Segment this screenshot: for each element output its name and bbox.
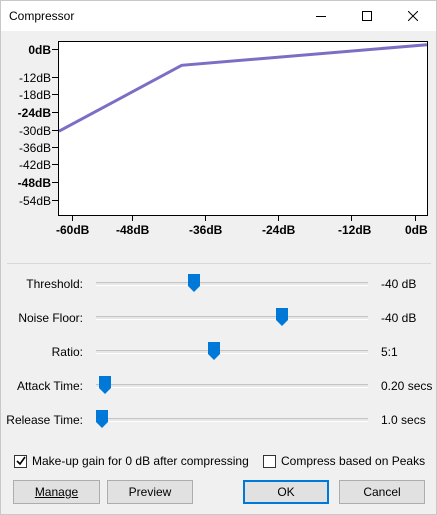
y-tick-label: 0dB (28, 43, 51, 57)
x-tick-label: -36dB (189, 223, 223, 237)
x-tick-mark (205, 216, 206, 221)
makeup-gain-checkbox[interactable] (14, 454, 27, 468)
y-tick-mark (52, 112, 58, 113)
threshold-label: Threshold: (26, 277, 83, 291)
x-tick-label: -48dB (116, 223, 150, 237)
y-tick-label: -24dB (17, 106, 51, 120)
release-time-label: Release Time: (6, 413, 83, 427)
preview-button-label: Preview (128, 485, 172, 499)
y-tick-mark (52, 94, 58, 95)
cancel-button-label: Cancel (363, 485, 401, 499)
x-tick-label: 0dB (405, 223, 428, 237)
threshold-value: -40 dB (381, 277, 417, 291)
attack-time-label: Attack Time: (16, 379, 83, 393)
plot-area (58, 41, 428, 216)
compression-curve-svg (58, 43, 428, 133)
close-button[interactable] (390, 1, 436, 31)
manage-button[interactable]: Manage (13, 480, 100, 504)
y-tick-mark (52, 130, 58, 131)
noise-floor-value: -40 dB (381, 311, 417, 325)
ok-button[interactable]: OK (243, 480, 329, 504)
maximize-icon (362, 11, 372, 21)
preview-button[interactable]: Preview (107, 480, 193, 504)
x-tick-mark (278, 216, 279, 221)
x-tick-label: -60dB (56, 223, 90, 237)
threshold-slider-thumb[interactable] (188, 274, 201, 292)
makeup-gain-label: Make-up gain for 0 dB after compressing (32, 454, 249, 468)
y-tick-label: -30dB (18, 124, 51, 138)
close-icon (408, 11, 418, 21)
compress-peaks-option[interactable]: Compress based on Peaks (263, 453, 425, 469)
y-tick-mark (52, 182, 58, 183)
release-time-value: 1.0 secs (381, 413, 426, 427)
y-tick-label: -18dB (18, 88, 51, 102)
y-tick-mark (52, 200, 58, 201)
y-tick-label: -42dB (18, 158, 51, 172)
x-tick-label: -12dB (338, 223, 372, 237)
x-tick-mark (72, 216, 73, 221)
maximize-button[interactable] (344, 1, 390, 31)
attack-time-slider[interactable] (96, 384, 368, 388)
minimize-button[interactable] (298, 1, 344, 31)
minimize-icon (316, 16, 326, 17)
title-bar: Compressor (1, 1, 436, 31)
release-time-slider-thumb[interactable] (96, 410, 108, 428)
cancel-button[interactable]: Cancel (339, 480, 425, 504)
x-tick-mark (132, 216, 133, 221)
noise-floor-label: Noise Floor: (18, 311, 83, 325)
noise-floor-slider[interactable] (96, 316, 368, 320)
controls-panel (7, 263, 431, 443)
ratio-value: 5:1 (381, 345, 398, 359)
ratio-slider[interactable] (96, 350, 368, 354)
window-title: Compressor (9, 9, 75, 23)
attack-time-slider-thumb[interactable] (98, 376, 111, 394)
y-tick-mark (52, 49, 58, 50)
y-tick-mark (52, 164, 58, 165)
y-tick-label: -12dB (18, 71, 51, 85)
y-tick-mark (52, 77, 58, 78)
y-tick-label: -36dB (18, 141, 51, 155)
y-tick-mark (52, 147, 58, 148)
attack-time-value: 0.20 secs (381, 379, 433, 393)
noise-floor-slider-thumb[interactable] (275, 308, 288, 326)
y-tick-label: -54dB (18, 194, 51, 208)
makeup-gain-option[interactable]: Make-up gain for 0 dB after compressing (14, 453, 249, 469)
x-tick-label: -24dB (262, 223, 296, 237)
y-tick-label: -48dB (17, 176, 51, 190)
threshold-slider[interactable] (96, 282, 368, 286)
ratio-slider-thumb[interactable] (207, 342, 220, 360)
compression-curve (58, 43, 428, 133)
manage-button-label: Manage (34, 485, 79, 499)
compress-peaks-checkbox[interactable] (263, 454, 276, 468)
release-time-slider[interactable] (96, 418, 368, 422)
ratio-label: Ratio: (51, 345, 83, 359)
x-tick-mark (415, 216, 416, 221)
compress-peaks-label: Compress based on Peaks (281, 454, 426, 468)
checkmark-icon (15, 456, 26, 466)
x-tick-mark (351, 216, 352, 221)
ok-button-label: OK (277, 485, 295, 499)
